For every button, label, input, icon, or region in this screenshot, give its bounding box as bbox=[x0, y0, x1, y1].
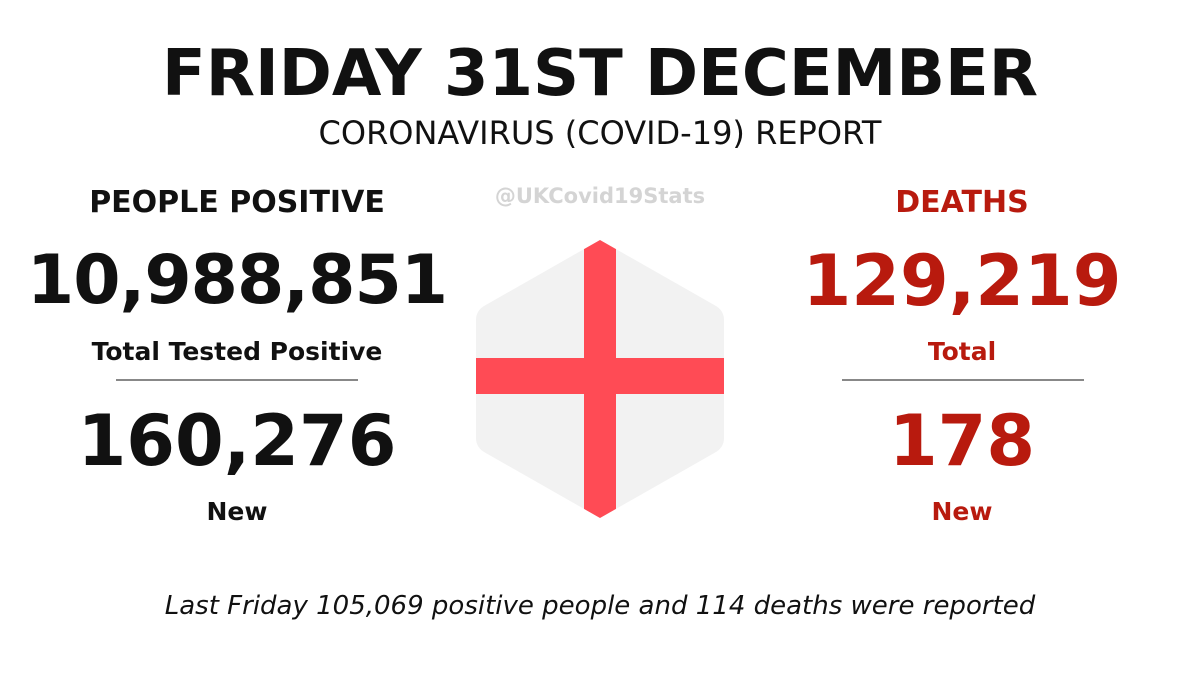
last-week-summary: Last Friday 105,069 positive people and … bbox=[164, 591, 1036, 621]
new-deaths-label: New bbox=[931, 497, 993, 526]
twitter-handle: @UKCovid19Stats bbox=[494, 184, 706, 208]
total-positive-value: 10,988,851 bbox=[26, 241, 448, 320]
report-subtitle: CORONAVIRUS (COVID-19) REPORT bbox=[318, 114, 882, 152]
flag-cross-horizontal bbox=[476, 358, 724, 394]
positive-divider bbox=[116, 379, 358, 381]
total-deaths-label: Total bbox=[927, 337, 997, 366]
new-positive-value: 160,276 bbox=[77, 400, 397, 482]
deaths-divider bbox=[842, 379, 1084, 381]
deaths-heading: DEATHS bbox=[895, 185, 1029, 220]
report-title: FRIDAY 31ST DECEMBER bbox=[161, 37, 1039, 111]
england-flag-icon bbox=[476, 240, 724, 518]
new-positive-label: New bbox=[206, 497, 268, 526]
total-deaths-value: 129,219 bbox=[802, 240, 1122, 322]
people-positive-heading: PEOPLE POSITIVE bbox=[89, 185, 385, 220]
total-positive-label: Total Tested Positive bbox=[91, 337, 383, 366]
new-deaths-value: 178 bbox=[888, 400, 1036, 482]
